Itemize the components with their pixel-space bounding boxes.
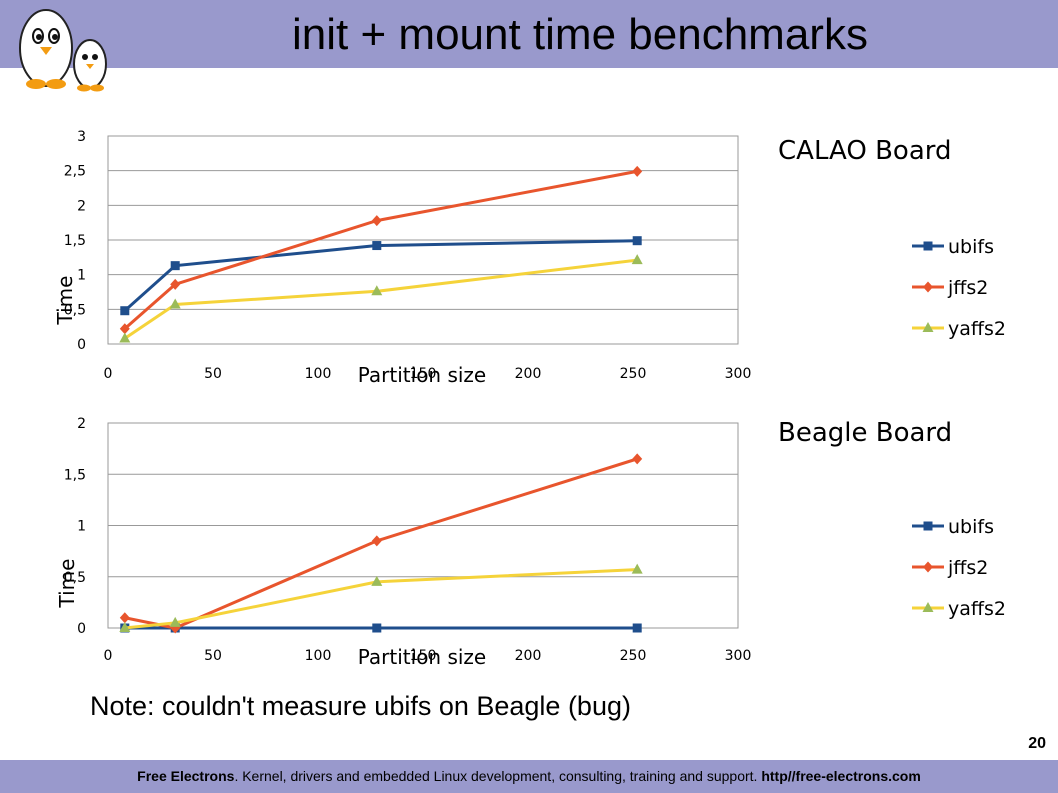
data-point-jffs2 xyxy=(371,535,382,547)
y-axis-label: Time xyxy=(53,276,77,326)
data-point-jffs2 xyxy=(170,278,181,290)
x-tick-label: 150 xyxy=(410,648,437,664)
data-point-yaffs2 xyxy=(119,622,131,632)
chart-beagle-svg: 0 0,5 1 1,5 2 0 50 100 150 200 250 300 Partition siz… xyxy=(55,416,1006,669)
penguin-logo-icon xyxy=(8,2,113,97)
y-tick-label: 1,5 xyxy=(64,467,86,483)
x-tick-label: 0 xyxy=(104,366,113,382)
data-point-yaffs2 xyxy=(371,285,383,296)
x-tick-label: 100 xyxy=(305,366,332,382)
chart-1-title: CALAO Board xyxy=(778,136,952,166)
series-line-jffs2 xyxy=(124,457,638,630)
chart-beagle: 0 0,5 1 1,5 2 0 50 100 150 200 250 300 Partition siz… xyxy=(0,405,1058,685)
legend-marker-jffs2 xyxy=(923,561,933,573)
x-tick-label: 300 xyxy=(725,366,752,382)
data-point-jffs2 xyxy=(632,453,643,465)
data-point-jffs2 xyxy=(119,323,130,335)
legend-label-jffs2: jffs2 xyxy=(947,277,988,299)
chart-2-title: Beagle Board xyxy=(778,418,953,448)
data-point-ubifs xyxy=(170,261,180,271)
y-tick-label: 0,5 xyxy=(64,570,86,586)
y-tick-label: 2,5 xyxy=(64,164,86,180)
x-tick-label: 100 xyxy=(305,648,332,664)
legend-marker-jffs2 xyxy=(923,281,933,293)
x-tick-label: 250 xyxy=(620,366,647,382)
y-tick-label: 1,5 xyxy=(64,233,86,249)
data-point-yaffs2 xyxy=(631,254,643,265)
chart-calao-svg: 0 0,5 1 1,5 2 2,5 3 0 50 100 150 200 250 300 Partition… xyxy=(53,129,1006,387)
legend-label-ubifs: ubifs xyxy=(948,236,994,258)
x-tick-label: 250 xyxy=(620,648,647,664)
data-point-jffs2 xyxy=(371,215,382,227)
page-number: 20 xyxy=(1028,735,1046,752)
footer-url[interactable]: http//free-electrons.com xyxy=(761,768,921,784)
x-tick-label: 200 xyxy=(515,648,542,664)
chart-calao: 0 0,5 1 1,5 2 2,5 3 0 50 100 150 200 250 300 Partition… xyxy=(0,118,1058,403)
legend-marker-ubifs xyxy=(923,241,933,251)
slide-title: init + mount time benchmarks xyxy=(292,10,868,59)
note-text: Note: couldn't measure ubifs on Beagle (… xyxy=(90,691,631,721)
x-tick-label: 0 xyxy=(104,648,113,664)
x-tick-label: 200 xyxy=(515,366,542,382)
x-axis-label: Partition size xyxy=(358,645,487,669)
data-point-yaffs2 xyxy=(169,298,181,309)
series-line-yaffs2 xyxy=(123,258,638,340)
y-tick-label: 2 xyxy=(77,198,86,214)
y-tick-label: 0 xyxy=(77,621,86,637)
series-line-ubifs xyxy=(123,239,638,312)
footer-description: . Kernel, drivers and embedded Linux dev… xyxy=(234,768,762,784)
y-tick-label: 1 xyxy=(77,268,86,284)
series-line-jffs2 xyxy=(123,169,638,330)
data-point-yaffs2 xyxy=(631,563,643,574)
x-tick-label: 50 xyxy=(204,366,222,382)
y-tick-label: 1 xyxy=(77,519,86,535)
y-tick-label: 2 xyxy=(77,416,86,432)
data-point-ubifs xyxy=(632,236,642,246)
legend-label-yaffs2: yaffs2 xyxy=(948,598,1006,620)
x-tick-label: 50 xyxy=(204,648,222,664)
x-tick-label: 150 xyxy=(410,366,437,382)
y-tick-label: 0 xyxy=(77,337,86,353)
footer-bar: Free Electrons. Kernel, drivers and embe… xyxy=(0,760,1058,793)
data-point-yaffs2 xyxy=(119,332,131,343)
y-axis-label: Time xyxy=(55,559,79,609)
y-tick-label: 3 xyxy=(77,129,86,145)
legend-label-jffs2: jffs2 xyxy=(947,557,988,579)
data-point-yaffs2 xyxy=(169,616,181,627)
header-bar xyxy=(0,0,1058,68)
y-tick-label: 0,5 xyxy=(64,302,86,318)
legend-marker-ubifs xyxy=(923,521,933,531)
data-point-yaffs2 xyxy=(371,575,383,586)
legend-marker-yaffs2 xyxy=(922,322,934,332)
footer-text: Free Electrons. Kernel, drivers and embe… xyxy=(0,768,1058,784)
data-point-ubifs xyxy=(372,241,382,251)
data-point-jffs2 xyxy=(632,165,643,177)
data-point-ubifs xyxy=(372,623,382,633)
x-axis-label: Partition size xyxy=(358,363,487,387)
data-point-ubifs xyxy=(120,306,130,316)
legend-marker-yaffs2 xyxy=(922,602,934,612)
series-line-yaffs2 xyxy=(124,568,638,630)
data-point-ubifs xyxy=(632,623,642,633)
footer-brand: Free Electrons xyxy=(137,768,235,784)
legend-label-ubifs: ubifs xyxy=(948,516,994,538)
legend-label-yaffs2: yaffs2 xyxy=(948,318,1006,340)
x-tick-label: 300 xyxy=(725,648,752,664)
data-point-jffs2 xyxy=(119,612,130,624)
